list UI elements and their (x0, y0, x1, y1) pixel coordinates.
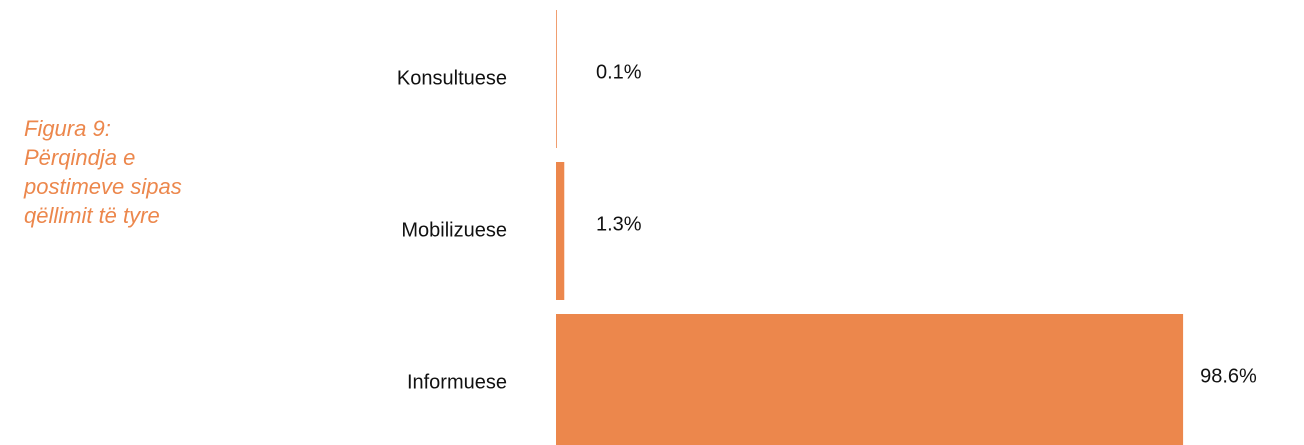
bar (556, 10, 557, 148)
value-label: 0.1% (596, 61, 642, 83)
chart-title: Figura 9: Përqindja e postimeve sipas që… (24, 116, 182, 228)
bar (556, 162, 565, 300)
y-tick-label: Konsultuese (397, 67, 507, 89)
y-tick-label: Informuese (407, 371, 507, 393)
value-label: 98.6% (1200, 365, 1257, 387)
value-label: 1.3% (596, 213, 642, 235)
y-tick-label: Mobilizuese (401, 219, 507, 241)
bar (556, 314, 1184, 445)
